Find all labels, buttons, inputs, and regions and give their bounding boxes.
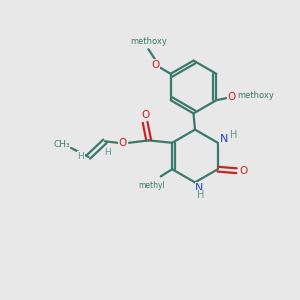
Text: H: H	[230, 130, 237, 140]
Text: O: O	[119, 138, 127, 148]
Text: O: O	[239, 166, 247, 176]
Text: N: N	[220, 134, 228, 144]
Text: methyl: methyl	[138, 181, 165, 190]
Text: H: H	[104, 148, 111, 157]
Text: O: O	[228, 92, 236, 102]
Text: H: H	[78, 152, 84, 161]
Text: O: O	[141, 110, 149, 120]
Text: O: O	[151, 60, 159, 70]
Text: methoxy: methoxy	[238, 91, 274, 100]
Text: CH₃: CH₃	[53, 140, 70, 149]
Text: N: N	[195, 183, 204, 193]
Text: H: H	[197, 190, 204, 200]
Text: methoxy: methoxy	[130, 37, 167, 46]
